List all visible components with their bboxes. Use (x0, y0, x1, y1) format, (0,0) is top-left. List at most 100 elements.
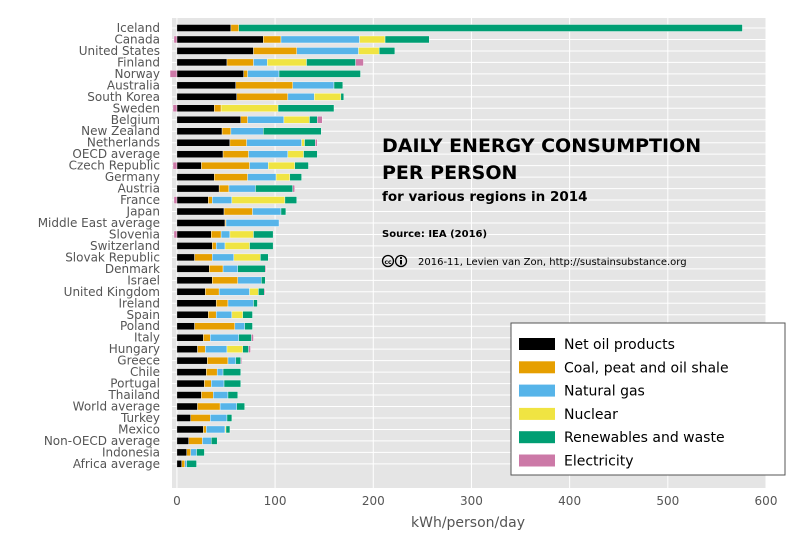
bar-segment-renew (249, 242, 274, 250)
bar-segment-oil (176, 138, 231, 147)
category-label: Turkey (120, 411, 160, 425)
category-label: Israel (127, 273, 160, 287)
bar-segment-renew (261, 276, 266, 285)
bar-segment-coal (221, 127, 232, 135)
category-label: Portugal (110, 377, 160, 391)
bar-segment-nuclear (220, 104, 279, 112)
bar-segment-gas (212, 196, 233, 204)
bar-segment-gas (216, 368, 224, 376)
bar-segment-renew (278, 70, 361, 78)
bar-segment-gas (210, 333, 239, 342)
bar-segment-coal (212, 242, 217, 250)
bar-segment-oil (176, 253, 195, 262)
category-label: Czech Republic (69, 159, 160, 173)
bar-segment-oil (176, 116, 241, 124)
category-label: Indonesia (102, 445, 160, 459)
category-label: South Korea (87, 90, 160, 104)
legend-label-elec: Electricity (564, 454, 634, 470)
bar-segment-elec (315, 138, 318, 147)
bar-segment-nuclear (283, 116, 310, 124)
bar-segment-oil (176, 242, 213, 250)
bar-segment-coal (203, 333, 211, 342)
category-label: Hungary (109, 342, 160, 356)
bar-segment-renew (242, 311, 253, 319)
bar-segment-coal (205, 288, 220, 296)
bar-segment-renew (253, 230, 274, 239)
bar-segment-coal (203, 425, 207, 434)
bar-segment-coal (201, 161, 250, 170)
bar-segment-elec (240, 356, 242, 365)
bar-segment-oil (176, 288, 206, 296)
bar-segment-gas (253, 58, 268, 67)
bar-segment-elec (169, 70, 178, 78)
legend-swatch-coal (519, 361, 555, 374)
bar-segment-renew (242, 345, 249, 353)
bar-segment-gas (215, 242, 226, 250)
bar-segment-renew (384, 35, 430, 44)
bar-segment-oil (176, 425, 204, 434)
bar-segment-oil (176, 58, 228, 67)
x-tick-label: 600 (755, 494, 778, 508)
cc-icon: cc (381, 254, 395, 268)
bar-segment-gas (206, 425, 226, 434)
bar-segment-oil (176, 70, 244, 78)
bar-segment-coal (208, 311, 217, 319)
bar-segment-renew (225, 425, 231, 434)
bar-segment-oil (176, 345, 198, 353)
chart-subtitle: for various regions in 2014 (382, 189, 588, 205)
bar-segment-gas (222, 265, 238, 273)
x-axis-label: kWh/person/day (411, 515, 525, 531)
bar-segment-renew (255, 184, 293, 193)
bar-segment-renew (263, 127, 322, 135)
bar-segment-oil (176, 207, 225, 216)
category-label: Greece (117, 354, 160, 368)
bar-segment-gas (249, 161, 269, 170)
bar-segment-elec (265, 265, 267, 273)
bar-segment-coal (194, 322, 236, 330)
bar-segment-oil (176, 161, 202, 170)
bar-segment-renew (289, 173, 302, 181)
category-label: Chile (130, 365, 160, 379)
bar-segment-gas (227, 356, 237, 365)
bar-segment-gas (213, 391, 229, 399)
bar-segment-coal (223, 207, 253, 216)
bar-segment-gas (246, 138, 302, 147)
bar-segment-nuclear (231, 196, 286, 204)
bar-segment-renew (211, 437, 218, 445)
bar-segment-coal (240, 116, 248, 124)
bar-segment-nuclear (268, 161, 295, 170)
bar-segment-coal (201, 391, 214, 399)
chart-title-line-1: DAILY ENERGY CONSUMPTION (382, 135, 701, 157)
chart-source: Source: IEA (2016) (382, 229, 487, 240)
bar-segment-renew (277, 104, 335, 112)
x-tick-label: 100 (264, 494, 287, 508)
bar-segment-gas (230, 127, 264, 135)
bar-segment-coal (207, 356, 229, 365)
bar-segment-renew (378, 47, 396, 55)
bar-segment-gas (292, 81, 335, 90)
svg-text:cc: cc (384, 259, 392, 266)
bar-segment-coal (243, 70, 248, 78)
category-label: Sweden (113, 101, 160, 115)
bar-segment-gas (247, 116, 285, 124)
bar-segment-elec (317, 116, 323, 124)
bar-segment-coal (206, 368, 218, 376)
bar-segment-nuclear (224, 242, 250, 250)
bar-segment-elec (355, 58, 364, 67)
bar-segment-oil (176, 173, 215, 181)
category-label: Poland (120, 319, 160, 333)
bar-segment-nuclear (249, 288, 259, 296)
category-label: Thailand (107, 388, 160, 402)
bar-segment-nuclear (267, 58, 307, 67)
bar-segment-elec (173, 230, 178, 239)
bar-segment-gas (237, 276, 262, 285)
bar-segment-gas (296, 47, 359, 55)
bar-segment-elec (248, 345, 251, 353)
category-label: Japan (126, 205, 160, 219)
category-label: Norway (114, 67, 160, 81)
legend-box (510, 322, 786, 476)
bar-segment-gas (190, 448, 197, 457)
bar-segment-coal (263, 35, 282, 44)
x-tick-labels: 0 100 200 300 400 500 600 (173, 494, 777, 508)
